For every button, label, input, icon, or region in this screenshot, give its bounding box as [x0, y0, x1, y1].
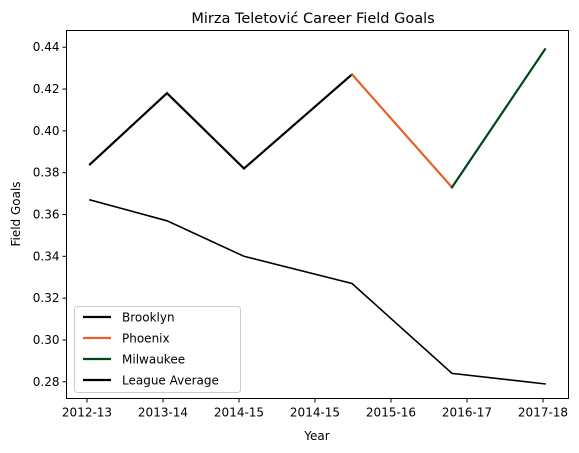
- x-tick-label: 2017-18: [518, 406, 568, 420]
- y-axis: 0.28 0.30 0.32 0.34 0.36 0.38 0.40 0.42 0.44: [33, 40, 67, 389]
- x-axis-label: Year: [303, 429, 329, 443]
- x-tick-label: 2014-15: [290, 406, 340, 420]
- series-line-phoenix: [352, 74, 452, 187]
- chart-title: Mirza Teletović Career Field Goals: [191, 11, 434, 27]
- series-line-milwaukee: [452, 49, 545, 187]
- y-tick-label: 0.42: [33, 82, 60, 96]
- x-tick-label: 2013-14: [138, 406, 188, 420]
- y-tick-label: 0.36: [33, 208, 60, 222]
- y-tick-label: 0.30: [33, 333, 60, 347]
- x-tick-label: 2016-17: [442, 406, 492, 420]
- x-tick-label: 2015-16: [366, 406, 416, 420]
- y-tick-label: 0.32: [33, 291, 60, 305]
- series-line-brooklyn: [90, 74, 352, 168]
- y-tick-label: 0.44: [33, 40, 60, 54]
- y-tick-label: 0.28: [33, 375, 60, 389]
- y-tick-label: 0.38: [33, 166, 60, 180]
- legend-label: Brooklyn: [122, 311, 175, 325]
- legend-label: League Average: [122, 374, 219, 388]
- legend-label: Phoenix: [122, 332, 170, 346]
- x-axis: 2012-13 2013-14 2014-15 2014-15 2015-16 2016-…: [62, 399, 568, 420]
- y-axis-label: Field Goals: [9, 181, 23, 246]
- x-tick-label: 2014-15: [214, 406, 264, 420]
- legend-label: Milwaukee: [122, 353, 185, 367]
- x-tick-label: 2012-13: [62, 406, 112, 420]
- y-tick-label: 0.34: [33, 249, 60, 263]
- y-tick-label: 0.40: [33, 124, 60, 138]
- legend: Brooklyn Phoenix Milwaukee League Average: [75, 307, 241, 393]
